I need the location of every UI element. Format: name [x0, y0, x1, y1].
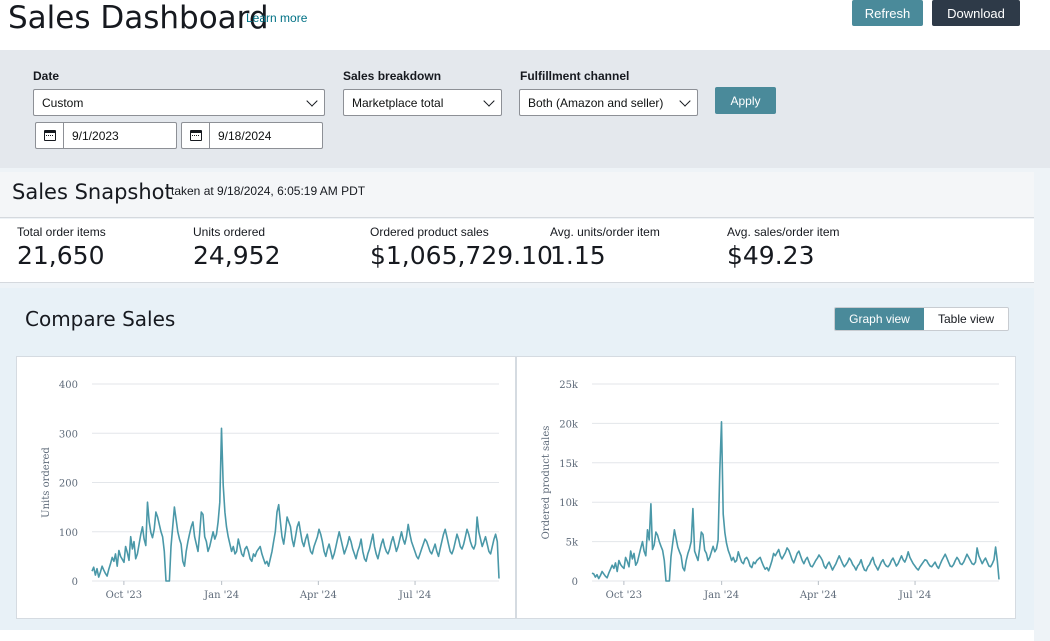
- metric-value: 24,952: [193, 241, 281, 270]
- units-ordered-chart: 0 100 200 300 400 Oct '23 Jan '24 Apr '24 Jul '2…: [16, 356, 516, 619]
- chevron-down-icon: [306, 95, 318, 107]
- y-tick-label: 10k: [559, 498, 579, 509]
- footer-strip: [0, 630, 1034, 641]
- calendar-icon[interactable]: [36, 123, 64, 148]
- chevron-down-icon: [679, 95, 691, 107]
- metric-avg-sales-per-order-item: Avg. sales/order item $49.23: [727, 225, 840, 270]
- x-tick-label: Jul '24: [398, 590, 431, 601]
- y-tick-label: 400: [59, 380, 78, 391]
- x-tick-label: Jan '24: [203, 590, 239, 601]
- fulfillment-channel-select[interactable]: Both (Amazon and seller): [519, 89, 698, 116]
- metric-label: Ordered product sales: [370, 225, 489, 239]
- view-toggle: Graph view Table view: [834, 307, 1009, 331]
- x-tick-label: Jan '24: [703, 590, 739, 601]
- metric-avg-units-per-order-item: Avg. units/order item 1.15: [550, 225, 660, 270]
- fulfillment-channel-label: Fulfillment channel: [520, 69, 630, 83]
- y-axis-label: Ordered product sales: [541, 426, 552, 540]
- snapshot-timestamp: taken at 9/18/2024, 6:05:19 AM PDT: [171, 184, 366, 198]
- y-tick-label: 5k: [566, 538, 579, 549]
- metric-value: 1.15: [550, 241, 606, 270]
- y-tick-label: 200: [59, 479, 78, 490]
- sales-breakdown-value: Marketplace total: [352, 95, 444, 110]
- start-date-value: 9/1/2023: [72, 128, 119, 143]
- apply-button[interactable]: Apply: [715, 87, 776, 114]
- sales-snapshot-header: Sales Snapshot taken at 9/18/2024, 6:05:…: [0, 172, 1034, 218]
- sales-snapshot-title: Sales Snapshot: [12, 180, 173, 204]
- compare-sales-title: Compare Sales: [25, 307, 176, 331]
- date-range-value: Custom: [42, 95, 84, 110]
- y-tick-label: 20k: [559, 419, 579, 430]
- metric-units-ordered: Units ordered 24,952: [193, 225, 280, 270]
- sales-breakdown-label: Sales breakdown: [343, 69, 442, 83]
- date-range-select[interactable]: Custom: [33, 89, 325, 116]
- y-tick-label: 100: [59, 528, 78, 539]
- learn-more-link[interactable]: Learn more: [246, 11, 308, 25]
- page-header: Sales Dashboard Learn more Refresh Downl…: [0, 0, 1050, 50]
- metric-value: $49.23: [727, 241, 815, 270]
- series-line: [591, 421, 1000, 582]
- x-tick-label: Oct '23: [606, 590, 642, 601]
- metric-label: Units ordered: [193, 225, 266, 239]
- metric-label: Avg. units/order item: [550, 225, 660, 239]
- y-tick-label: 300: [59, 429, 78, 440]
- end-date-value: 9/18/2024: [218, 128, 272, 143]
- units-ordered-chart-svg: 0 100 200 300 400 Oct '23 Jan '24 Apr '24 Jul '2…: [41, 380, 500, 601]
- metric-label: Avg. sales/order item: [727, 225, 840, 239]
- chevron-down-icon: [483, 95, 495, 107]
- page-title: Sales Dashboard: [8, 0, 269, 36]
- metric-value: $1,065,729.10: [370, 241, 553, 270]
- end-date-field[interactable]: 9/18/2024: [181, 122, 323, 149]
- ordered-product-sales-chart: 0 5k 10k 15k 20k 25k Oct '23 Jan '24 Apr '24 Jul …: [516, 356, 1016, 619]
- y-tick-label: 0: [572, 577, 578, 588]
- download-button[interactable]: Download: [932, 0, 1020, 26]
- x-tick-label: Apr '24: [299, 590, 337, 601]
- date-label: Date: [33, 69, 60, 83]
- y-tick-label: 0: [72, 577, 78, 588]
- compare-sales-section: Compare Sales Graph view Table view 0 100…: [0, 288, 1034, 641]
- graph-view-button[interactable]: Graph view: [835, 308, 924, 330]
- metric-label: Total order items: [17, 225, 106, 239]
- metric-ordered-product-sales: Ordered product sales $1,065,729.10: [370, 225, 553, 270]
- start-date-field[interactable]: 9/1/2023: [35, 122, 177, 149]
- ordered-product-sales-chart-svg: 0 5k 10k 15k 20k 25k Oct '23 Jan '24 Apr '24 Jul …: [541, 380, 1000, 601]
- refresh-button[interactable]: Refresh: [852, 0, 923, 26]
- series-line: [91, 427, 500, 582]
- filter-panel: Date Custom 9/1/2023 9/18/2024 Sales bre…: [0, 50, 1050, 168]
- metric-value: 21,650: [17, 241, 105, 270]
- y-axis-label: Units ordered: [41, 447, 52, 518]
- y-tick-label: 25k: [559, 380, 579, 391]
- x-tick-label: Apr '24: [799, 590, 837, 601]
- fulfillment-channel-value: Both (Amazon and seller): [528, 95, 664, 110]
- snapshot-metrics: Total order items 21,650 Units ordered 2…: [0, 219, 1034, 283]
- calendar-icon[interactable]: [182, 123, 210, 148]
- metric-total-order-items: Total order items 21,650: [17, 225, 106, 270]
- x-tick-label: Jul '24: [898, 590, 931, 601]
- y-tick-label: 15k: [559, 459, 579, 470]
- table-view-button[interactable]: Table view: [924, 308, 1008, 330]
- sales-breakdown-select[interactable]: Marketplace total: [343, 89, 502, 116]
- x-tick-label: Oct '23: [106, 590, 142, 601]
